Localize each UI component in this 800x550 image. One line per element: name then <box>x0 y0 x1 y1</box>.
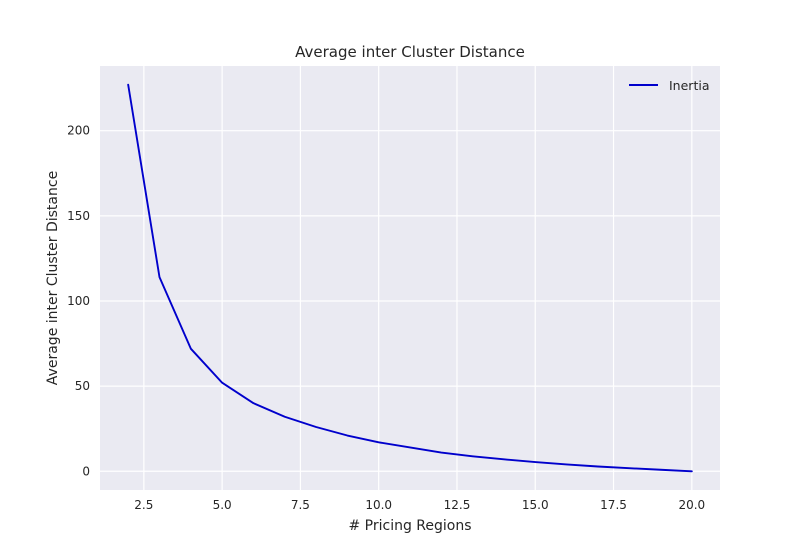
series-line-inertia <box>127 83 693 473</box>
x-tick-label: 10.0 <box>365 498 392 512</box>
grid-layer <box>100 66 720 490</box>
y-tick-label: 0 <box>82 464 90 478</box>
x-axis-label: # Pricing Regions <box>348 518 471 534</box>
legend: Inertia <box>629 78 709 93</box>
x-tick-label: 15.0 <box>522 498 549 512</box>
x-tick-label: 20.0 <box>678 498 705 512</box>
chart-title: Average inter Cluster Distance <box>295 43 525 61</box>
y-tick-label: 200 <box>67 124 90 138</box>
legend-label-inertia: Inertia <box>669 78 709 93</box>
x-tick-label: 5.0 <box>213 498 232 512</box>
x-tick-label: 2.5 <box>134 498 153 512</box>
y-tick-label: 100 <box>67 294 90 308</box>
series-layer <box>127 83 693 473</box>
x-tick-label: 12.5 <box>444 498 471 512</box>
x-tick-label: 7.5 <box>291 498 310 512</box>
y-axis-label: Average inter Cluster Distance <box>45 171 61 385</box>
y-tick-label: 150 <box>67 209 90 223</box>
tick-layer: 2.5 5.0 7.5 10.0 12.5 15.0 17.5 20.0 0 50 100 150 20… <box>67 124 705 512</box>
plot-area <box>100 66 720 490</box>
x-tick-label: 17.5 <box>600 498 627 512</box>
y-tick-label: 50 <box>75 379 90 393</box>
